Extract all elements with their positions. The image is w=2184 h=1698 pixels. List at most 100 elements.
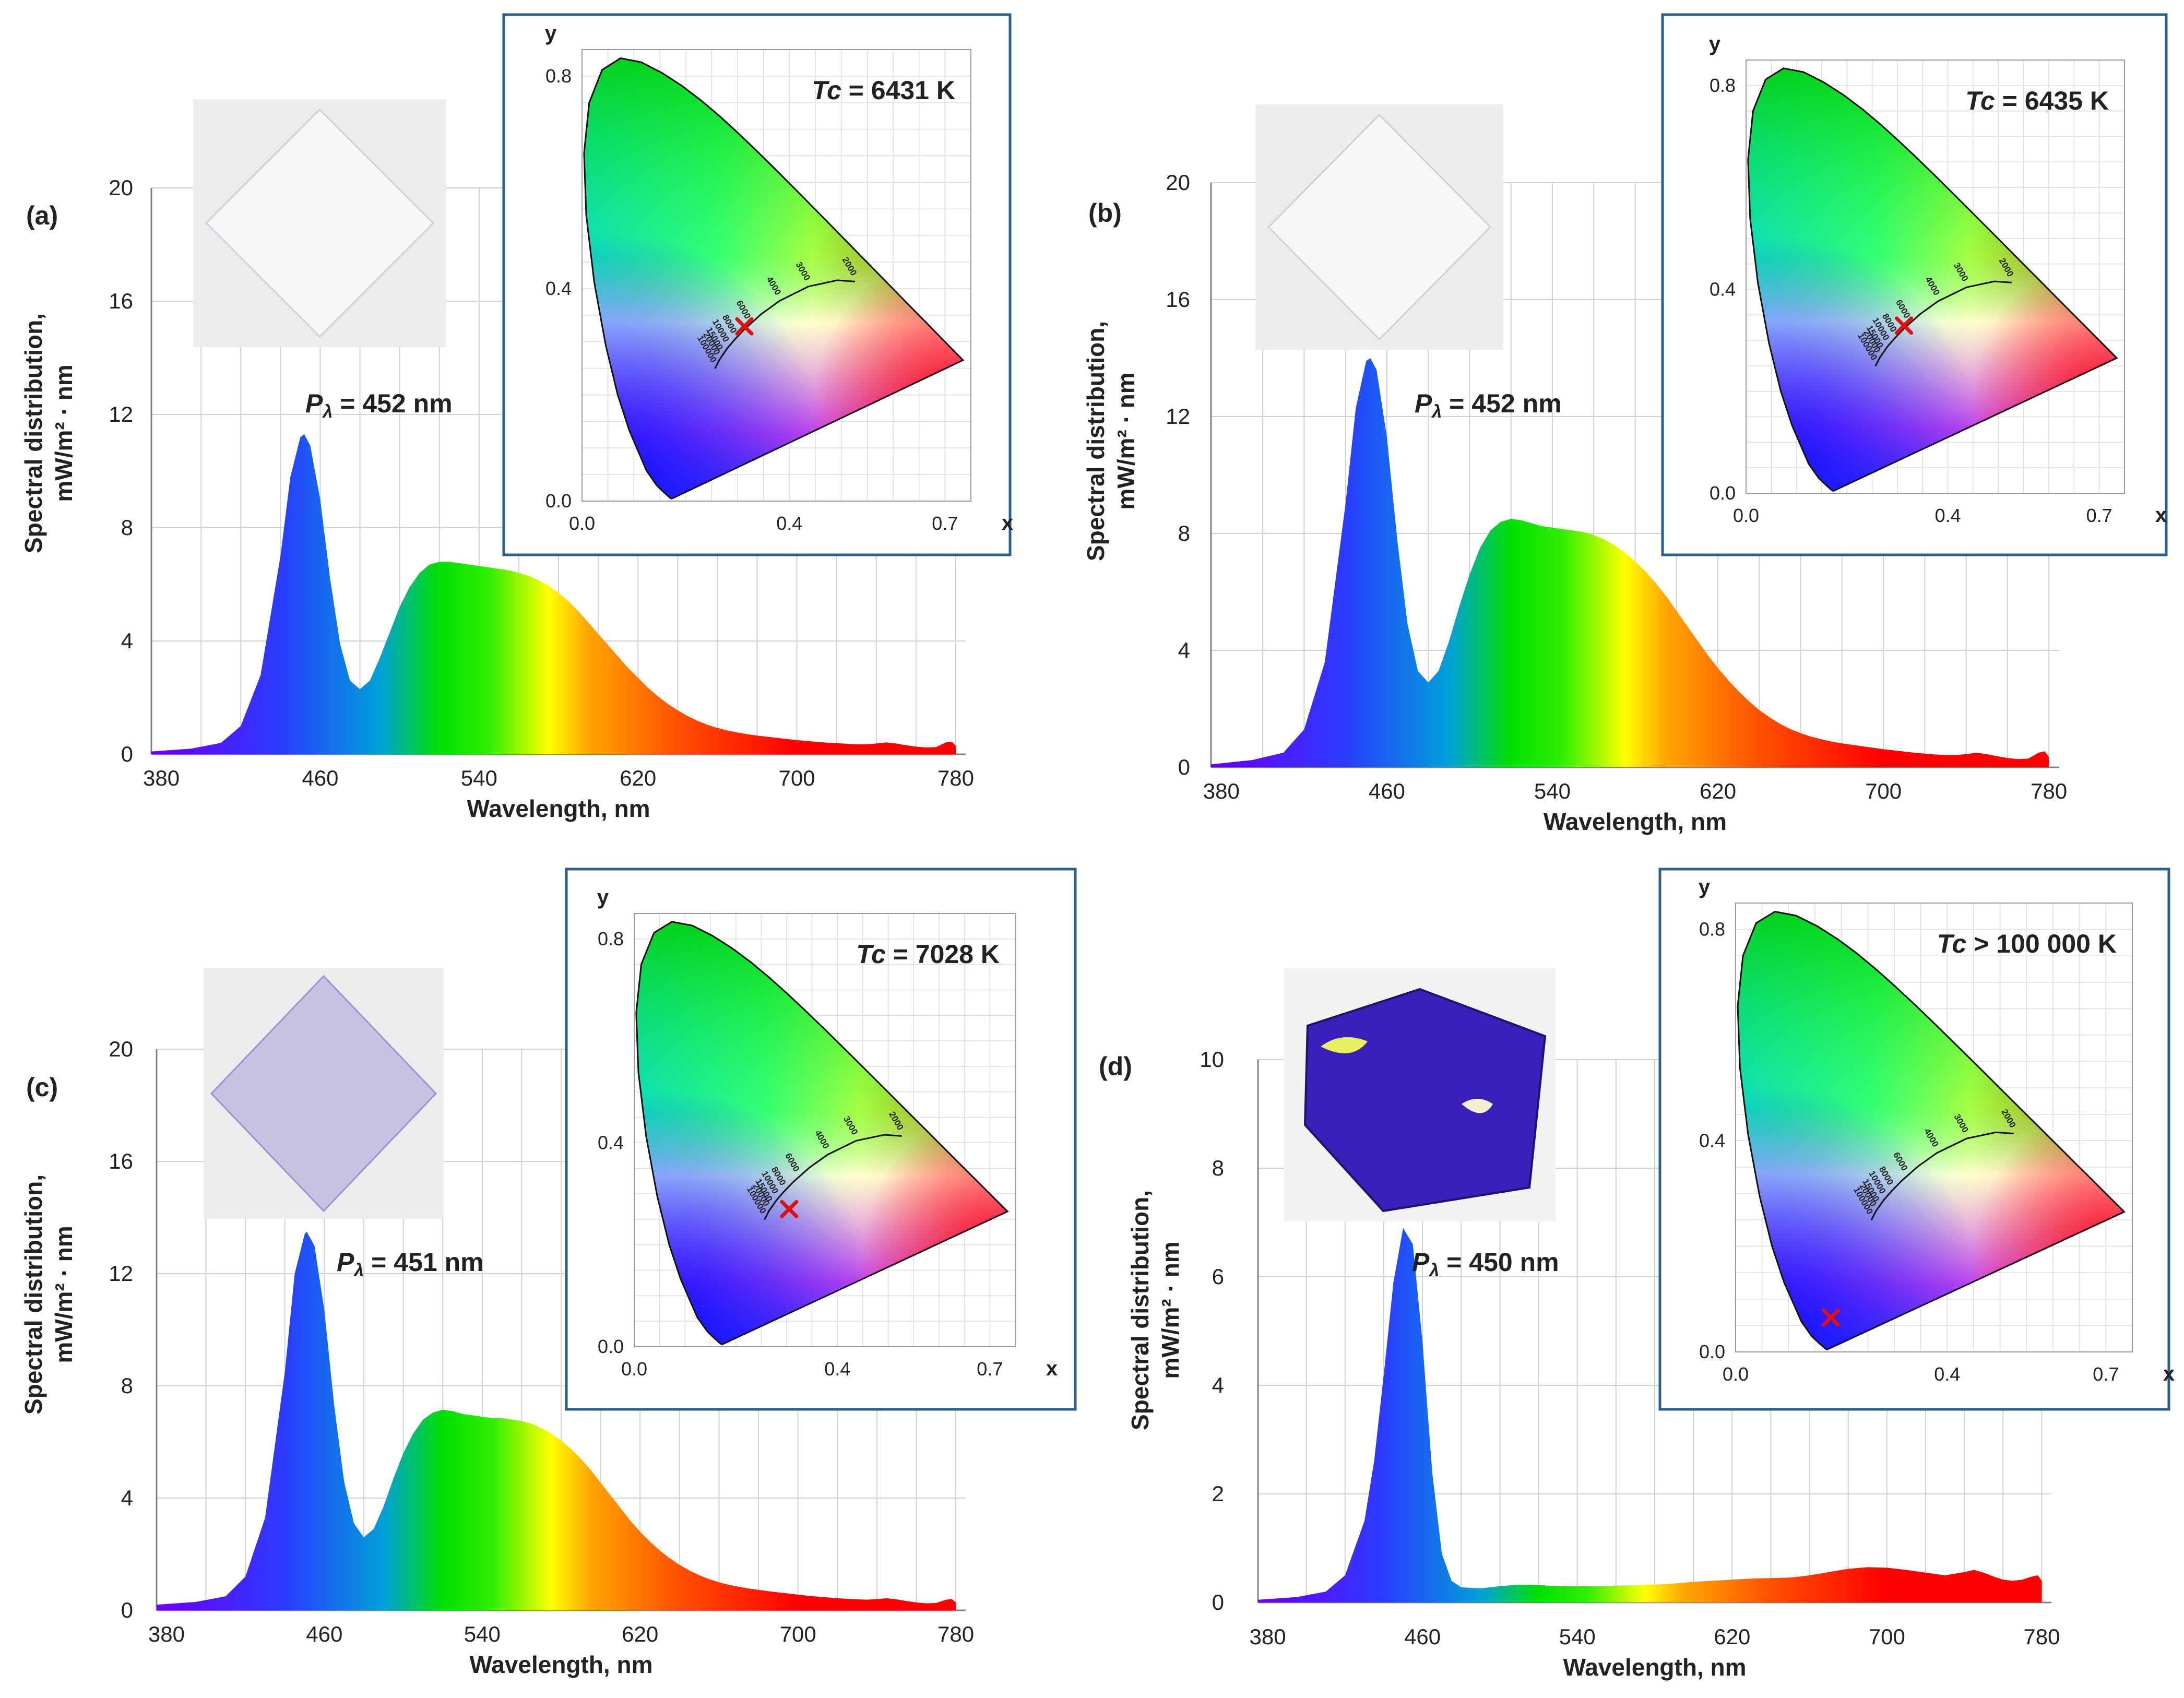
spectral-locus xyxy=(1737,910,2126,1350)
inset-x-tick-label: 0.4 xyxy=(776,513,802,534)
y-tick-label: 16 xyxy=(109,289,133,313)
inset-x-tick-label: 0.0 xyxy=(1723,1363,1749,1385)
x-tick-label: 700 xyxy=(1865,779,1902,803)
y-tick-label: 16 xyxy=(109,1149,133,1173)
peak-wavelength-label: Pλ = 452 nm xyxy=(305,389,453,422)
peak-symbol: P xyxy=(305,389,323,418)
cie-inset: 2000300040006000800010000150002000010000… xyxy=(1658,868,2175,1411)
x-tick-label: 540 xyxy=(1559,1624,1596,1649)
inset-x-tick-label: 0.0 xyxy=(621,1358,647,1380)
x-tick-label: 460 xyxy=(306,1622,342,1646)
x-tick-label: 460 xyxy=(302,766,338,790)
inset-y-tick-label: 0.4 xyxy=(1710,278,1736,300)
inset-y-tick-label: 0.0 xyxy=(545,490,572,512)
spectral-locus xyxy=(583,57,965,500)
x-tick-label: 700 xyxy=(780,1622,816,1646)
x-tick-label: 380 xyxy=(143,766,180,790)
y-axis-title-line1: Spectral distribution, xyxy=(1126,1190,1154,1430)
sample-photo xyxy=(1255,104,1503,350)
x-tick-label: 620 xyxy=(1714,1624,1750,1649)
inset-x-tick-label: 0.0 xyxy=(1733,505,1759,526)
cie-inset: 2000300040006000800010000150002000010000… xyxy=(1661,13,2168,556)
inset-plot-border xyxy=(634,913,1016,1347)
tc-value: = 7028 K xyxy=(886,940,1000,969)
inset-y-tick-label: 0.0 xyxy=(1710,482,1736,504)
x-tick-label: 540 xyxy=(461,766,497,790)
y-tick-label: 8 xyxy=(1178,521,1190,545)
peak-wavelength-label: Pλ = 452 nm xyxy=(1415,389,1562,422)
inset-x-axis-name: x xyxy=(1046,1357,1058,1380)
spectral-locus xyxy=(1747,67,2118,492)
inset-y-tick-label: 0.8 xyxy=(545,65,572,87)
x-tick-label: 540 xyxy=(1534,779,1571,803)
x-tick-label: 780 xyxy=(2031,779,2067,803)
y-tick-label: 20 xyxy=(109,1037,133,1061)
y-tick-label: 4 xyxy=(121,1486,133,1510)
x-tick-label: 380 xyxy=(1249,1624,1286,1649)
y-tick-label: 8 xyxy=(121,1373,133,1398)
inset-y-axis-name: y xyxy=(597,886,609,909)
film-sample xyxy=(1267,113,1492,341)
inset-y-axis-name: y xyxy=(1709,32,1721,55)
panel-b: 0 4 8 12 16 20 380 460 540 620 700 780 Wavelength, n… xyxy=(1082,13,2168,835)
film-highlight xyxy=(1321,1037,1368,1053)
y-tick-label: 0 xyxy=(121,742,133,766)
x-axis-title: Wavelength, nm xyxy=(467,795,650,822)
x-tick-label: 380 xyxy=(1203,779,1240,803)
chromaticity-point-marker xyxy=(1821,1308,1840,1327)
cie-inset: 2000300040006000800010000150002000010000… xyxy=(502,13,1013,556)
x-tick-label: 460 xyxy=(1369,779,1405,803)
inset-y-tick-label: 0.4 xyxy=(1699,1130,1725,1151)
inset-y-tick-label: 0.4 xyxy=(598,1132,624,1153)
spectral-locus xyxy=(635,921,1009,1345)
y-tick-label: 16 xyxy=(1166,287,1190,312)
sample-photo xyxy=(1284,968,1556,1221)
inset-plot-border xyxy=(1735,903,2133,1352)
y-tick-label: 10 xyxy=(1200,1047,1224,1072)
chromaticity-point-marker xyxy=(735,317,754,336)
color-temperature-label: Tc = 7028 K xyxy=(856,940,1000,969)
sample-photo xyxy=(204,968,444,1219)
color-temperature-label: Tc = 6431 K xyxy=(812,76,955,105)
y-axis-title: Spectral distribution, mW/m² · nm xyxy=(1082,321,1140,561)
planckian-locus xyxy=(764,1134,902,1220)
inset-y-tick-label: 0.0 xyxy=(1699,1341,1725,1362)
peak-symbol: P xyxy=(337,1248,354,1277)
y-tick-label: 20 xyxy=(109,175,133,200)
y-tick-label: 20 xyxy=(1166,170,1190,195)
planckian-locus xyxy=(1870,1131,2014,1221)
panel-d: 0 2 4 6 8 10 380 460 540 620 700 780 Wavelength, nm S… xyxy=(1099,868,2175,1681)
y-axis-title-line1: Spectral distribution, xyxy=(20,313,47,553)
inset-y-tick-label: 0.0 xyxy=(598,1336,624,1357)
y-tick-label: 4 xyxy=(1212,1373,1224,1397)
inset-y-tick-label: 0.8 xyxy=(1710,75,1736,96)
x-tick-label: 780 xyxy=(937,1622,974,1646)
peak-subscript: λ xyxy=(322,402,333,422)
cie-inset: 2000300040006000800010000150002000010000… xyxy=(565,868,1077,1411)
y-axis-title: Spectral distribution, mW/m² · nm xyxy=(1126,1190,1184,1430)
y-tick-label: 6 xyxy=(1212,1264,1224,1289)
spectral-distribution-area xyxy=(1211,358,2049,767)
film-sample xyxy=(1303,988,1547,1213)
inset-x-tick-label: 0.7 xyxy=(2093,1363,2119,1385)
x-axis-title: Wavelength, nm xyxy=(470,1651,653,1678)
color-temperature-label: Tc = 6435 K xyxy=(1965,86,2109,115)
tc-symbol: Tc xyxy=(812,76,841,105)
chromaticity-point-marker xyxy=(780,1200,799,1218)
peak-subscript: λ xyxy=(1428,1261,1439,1280)
inset-x-tick-label: 0.4 xyxy=(824,1358,850,1380)
peak-value: = 450 nm xyxy=(1439,1248,1559,1277)
y-tick-label: 4 xyxy=(121,628,133,653)
y-axis-title-line1: Spectral distribution, xyxy=(1082,321,1109,561)
panel-a: 0 4 8 12 16 20 380 460 540 620 700 780 Wavelength, n… xyxy=(20,13,1013,822)
panel-label: (b) xyxy=(1088,198,1122,228)
chromaticity-point-marker xyxy=(1895,316,1914,335)
spectral-distribution-area xyxy=(151,434,956,754)
x-tick-label: 460 xyxy=(1404,1624,1441,1649)
y-tick-label: 12 xyxy=(109,1261,133,1286)
inset-x-tick-label: 0.4 xyxy=(1934,1363,1960,1385)
inset-x-tick-label: 0.0 xyxy=(569,513,595,534)
x-tick-label: 620 xyxy=(1700,779,1736,803)
tc-value: = 6431 K xyxy=(841,76,955,105)
y-tick-label: 2 xyxy=(1212,1481,1224,1506)
